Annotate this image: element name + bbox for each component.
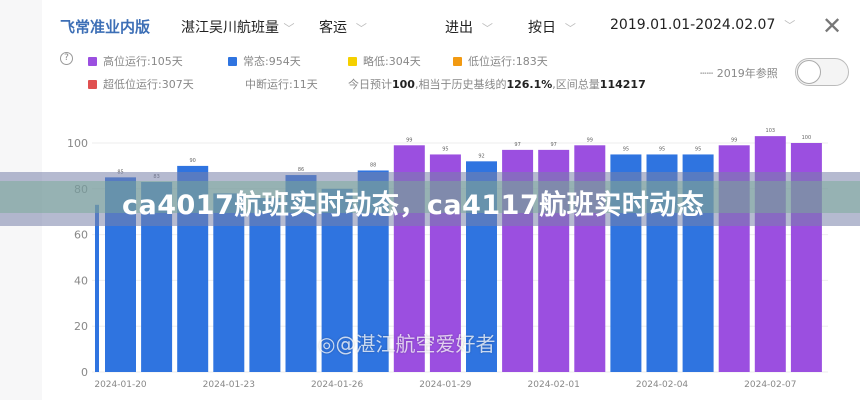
x-tick-label: 2024-01-29	[419, 380, 472, 390]
bar-value-label: 95	[623, 146, 629, 152]
x-tick-label: 2024-01-23	[203, 380, 255, 390]
legend-label: 低位运行:183天	[468, 55, 548, 68]
bar-value-label: 86	[298, 167, 304, 173]
chevron-down-icon: ﹀	[283, 22, 295, 35]
x-tick-label: 2024-02-04	[636, 380, 689, 390]
x-tick-label: 2024-01-26	[311, 380, 364, 390]
y-tick-label: 20	[74, 320, 88, 333]
swatch-icon	[453, 57, 462, 66]
date-range-select[interactable]: 2019.01.01-2024.02.07 ﹀	[610, 17, 795, 33]
legend-label: 略低:304天	[363, 55, 421, 68]
banner-text: ca4017航班实时动态，ca4117航班实时动态	[122, 190, 705, 221]
date-range-label: 2019.01.01-2024.02.07	[610, 17, 776, 33]
brand-title: 飞常准业内版	[60, 18, 151, 36]
legend-low[interactable]: 低位运行:183天	[453, 53, 548, 69]
bar-value-label: 92	[478, 153, 484, 159]
legend-slightly-low[interactable]: 略低:304天	[348, 53, 421, 69]
legend-label: 常态:954天	[243, 55, 301, 68]
bar-value-label: 103	[766, 128, 776, 134]
legend-interrupted[interactable]: 中断运行:11天	[245, 78, 318, 91]
swatch-icon	[88, 57, 97, 66]
swatch-icon	[88, 80, 97, 89]
close-icon[interactable]: ✕	[822, 12, 843, 40]
reference-toggle[interactable]	[795, 58, 849, 86]
route-select[interactable]: 湛江吴川航班量 ﹀	[181, 17, 294, 37]
legend-high[interactable]: 高位运行:105天	[88, 53, 183, 69]
reference-label: ┄┄ 2019年参照	[700, 67, 778, 80]
legend-normal[interactable]: 常态:954天	[228, 53, 301, 69]
summary-text: 今日预计100,相当于历史基线的126.1%,区间总量114217	[348, 78, 646, 91]
granularity-label: 按日	[528, 20, 556, 36]
header: 飞常准业内版 湛江吴川航班量 ﹀ 客运 ﹀ 进出 ﹀ 按日 ﹀ 2019.01.…	[60, 14, 860, 40]
bar-value-label: 97	[514, 142, 520, 148]
x-tick-label: 2024-02-07	[744, 380, 796, 390]
overlay-band	[0, 181, 860, 213]
y-tick-label: 100	[67, 137, 88, 150]
help-icon[interactable]: ?	[60, 52, 73, 65]
swatch-icon	[348, 57, 357, 66]
watermark: ◎@湛江航空爱好者	[318, 332, 496, 356]
legend-label: 超低位运行:307天	[103, 78, 194, 91]
bar-value-label: 99	[731, 137, 737, 143]
y-tick-label: 60	[74, 229, 88, 242]
direction-label: 进出	[445, 20, 473, 36]
bar-value-label: 88	[370, 162, 376, 168]
legend-label: 高位运行:105天	[103, 55, 183, 68]
bar-value-label: 90	[190, 158, 196, 164]
x-tick-label: 2024-02-01	[528, 380, 580, 390]
chevron-down-icon: ﹀	[564, 22, 576, 35]
chevron-down-icon: ﹀	[355, 22, 367, 35]
swatch-icon	[228, 57, 237, 66]
route-label: 湛江吴川航班量	[181, 20, 279, 36]
bar[interactable]	[95, 204, 99, 372]
y-tick-label: 40	[74, 274, 88, 287]
direction-select[interactable]: 进出 ﹀	[445, 17, 493, 37]
bar-value-label: 95	[442, 146, 448, 152]
chevron-down-icon: ﹀	[481, 22, 493, 35]
toggle-knob	[797, 60, 821, 84]
bar-value-label: 95	[695, 146, 701, 152]
bar[interactable]	[249, 197, 281, 372]
legend-very-low[interactable]: 超低位运行:307天	[88, 76, 194, 92]
bar-value-label: 99	[406, 137, 412, 143]
bar-value-label: 97	[551, 142, 557, 148]
type-select[interactable]: 客运 ﹀	[319, 17, 367, 37]
granularity-select[interactable]: 按日 ﹀	[528, 17, 576, 37]
x-tick-label: 2024-01-20	[94, 380, 147, 390]
y-tick-label: 0	[81, 366, 88, 379]
type-label: 客运	[319, 20, 347, 36]
bar-value-label: 95	[659, 146, 665, 152]
bar-value-label: 99	[587, 137, 593, 143]
weibo-icon: ◎	[318, 332, 336, 356]
bar-value-label: 100	[802, 135, 812, 141]
chevron-down-icon: ﹀	[784, 19, 796, 32]
